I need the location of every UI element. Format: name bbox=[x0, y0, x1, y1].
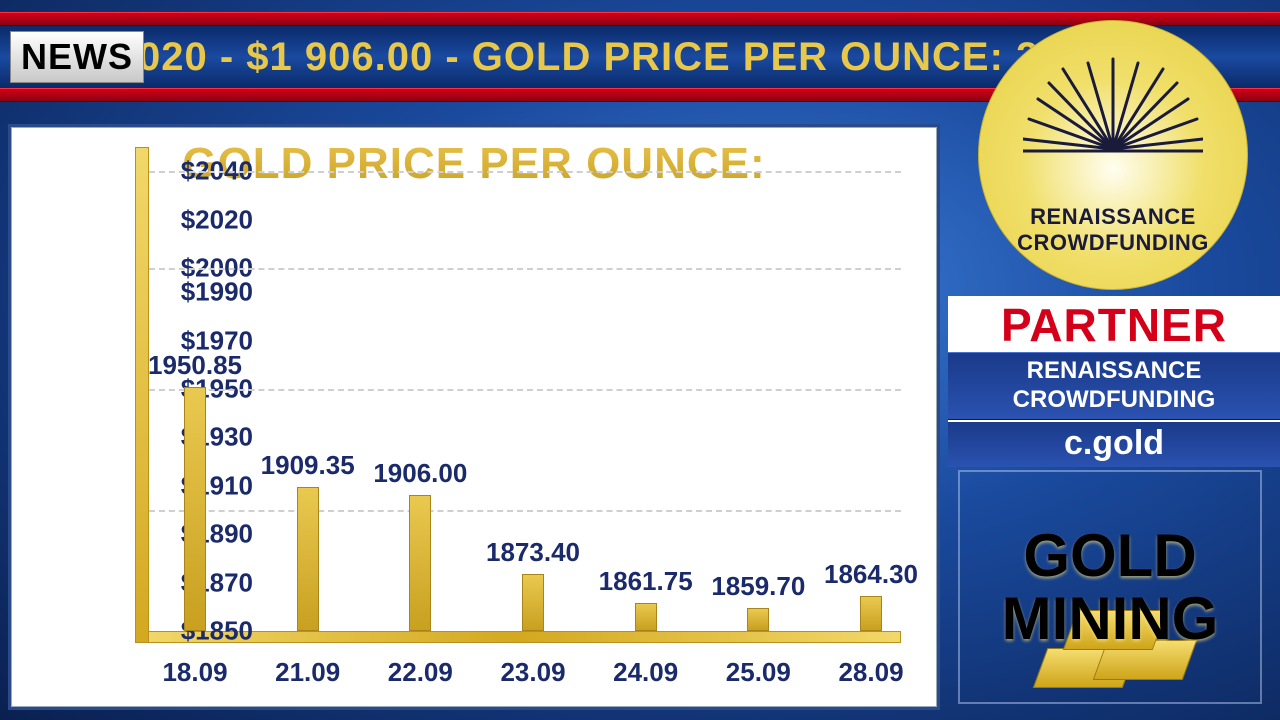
ticker-text: 020 - $1 906.00 - GOLD PRICE PER OUNCE: … bbox=[138, 35, 1063, 80]
sun-rays-icon bbox=[1023, 49, 1203, 159]
renaissance-logo: RENAISSANCE CROWDFUNDING bbox=[978, 20, 1248, 290]
bar-value-label: 1859.70 bbox=[711, 571, 805, 608]
bar bbox=[522, 574, 544, 631]
logo-line1: RENAISSANCE bbox=[1017, 204, 1209, 229]
x-tick-label: 22.09 bbox=[388, 657, 453, 688]
bar bbox=[297, 487, 319, 631]
x-tick-label: 18.09 bbox=[162, 657, 227, 688]
partner-sub-line2: CROWDFUNDING bbox=[948, 386, 1280, 415]
gridline bbox=[149, 510, 901, 512]
gridline bbox=[149, 389, 901, 391]
bar-value-label: 1906.00 bbox=[373, 458, 467, 495]
partner-title: PARTNER bbox=[948, 296, 1280, 352]
mining-line2: MINING bbox=[1002, 587, 1219, 650]
bar-value-label: 1864.30 bbox=[824, 559, 918, 596]
y-tick-label: $1990 bbox=[181, 277, 253, 308]
partner-cgold: c.gold bbox=[948, 420, 1280, 467]
partner-sub-line1: RENAISSANCE bbox=[948, 357, 1280, 386]
gold-price-chart: GOLD PRICE PER OUNCE: $2040$2020$2000$19… bbox=[8, 124, 940, 710]
bar-value-label: 1861.75 bbox=[599, 566, 693, 603]
bar bbox=[184, 387, 206, 631]
mining-text: GOLD MINING bbox=[1002, 524, 1219, 650]
bar-value-label: 1950.85 bbox=[148, 350, 242, 387]
logo-text: RENAISSANCE CROWDFUNDING bbox=[1017, 204, 1209, 255]
partner-block: PARTNER RENAISSANCE CROWDFUNDING c.gold bbox=[948, 296, 1280, 467]
bar bbox=[409, 495, 431, 631]
gridline bbox=[149, 268, 901, 270]
bar-value-label: 1873.40 bbox=[486, 537, 580, 574]
mining-line1: GOLD bbox=[1002, 524, 1219, 587]
chart-plot-area: $2040$2020$2000$1990$1970$1950$1930$1910… bbox=[135, 147, 901, 643]
x-tick-label: 24.09 bbox=[613, 657, 678, 688]
x-tick-label: 23.09 bbox=[500, 657, 565, 688]
bar bbox=[635, 603, 657, 631]
partner-subtitle: RENAISSANCE CROWDFUNDING bbox=[948, 352, 1280, 420]
x-tick-label: 28.09 bbox=[838, 657, 903, 688]
y-axis bbox=[135, 147, 149, 643]
bar bbox=[747, 608, 769, 631]
x-tick-label: 25.09 bbox=[726, 657, 791, 688]
news-badge: NEWS bbox=[10, 31, 144, 83]
y-tick-label: $2020 bbox=[181, 204, 253, 235]
logo-line2: CROWDFUNDING bbox=[1017, 230, 1209, 255]
bar-value-label: 1909.35 bbox=[261, 450, 355, 487]
x-tick-label: 21.09 bbox=[275, 657, 340, 688]
gold-mining-block: GOLD MINING bbox=[950, 462, 1270, 712]
bar bbox=[860, 596, 882, 631]
gridline bbox=[149, 171, 901, 173]
